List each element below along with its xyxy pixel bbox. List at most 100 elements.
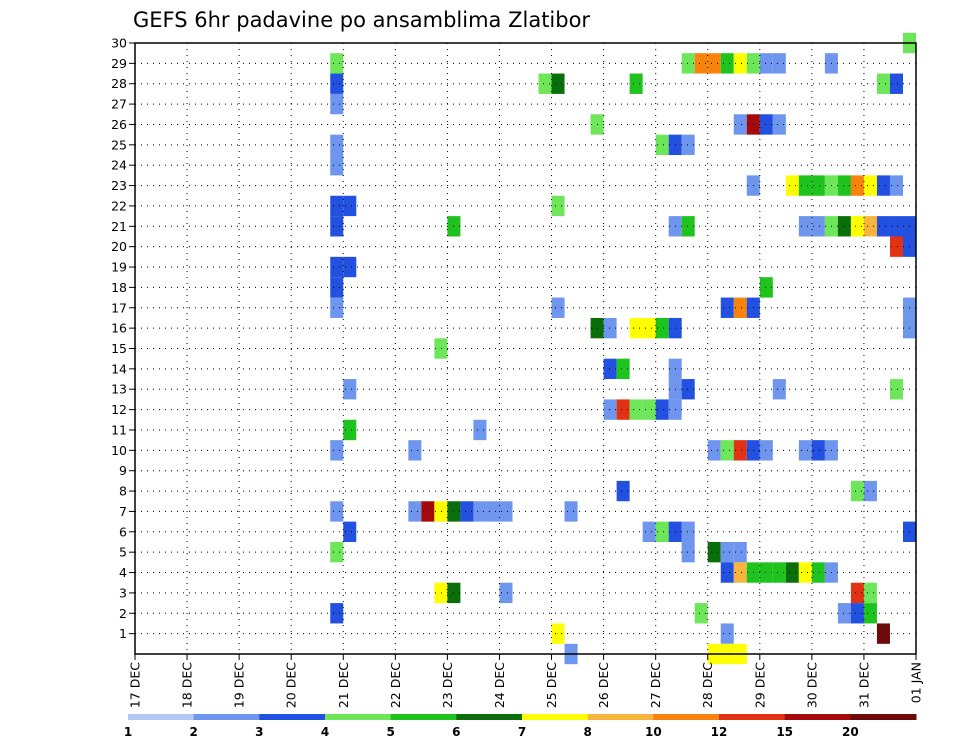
- y-tick-label: 25: [111, 137, 127, 152]
- data-cell: [850, 175, 864, 196]
- data-cell: [499, 501, 513, 522]
- data-cell: [733, 53, 747, 74]
- x-tick-label: 20 DEC: [284, 662, 299, 708]
- y-tick-label: 10: [111, 443, 127, 458]
- chart-title: GEFS 6hr padavine po ansamblima Zlatibor: [133, 8, 590, 32]
- data-cell: [330, 501, 344, 522]
- colorbar-label: 3: [255, 725, 263, 739]
- data-cell: [551, 297, 565, 318]
- x-tick-label: 23 DEC: [440, 662, 455, 708]
- data-cell: [434, 338, 448, 359]
- data-cell: [655, 399, 669, 420]
- data-cell: [330, 277, 344, 298]
- data-cell: [564, 501, 578, 522]
- y-tick-label: 22: [111, 198, 127, 213]
- y-tick-label: 30: [111, 36, 127, 51]
- y-tick-label: 27: [111, 97, 127, 112]
- data-cell: [811, 175, 825, 196]
- data-cell: [681, 53, 695, 74]
- data-cell: [850, 582, 864, 604]
- data-cell: [629, 73, 643, 94]
- data-cell: [733, 440, 747, 461]
- data-cell: [434, 501, 448, 522]
- y-tick-label: 11: [111, 422, 127, 437]
- data-cell: [473, 501, 487, 522]
- y-tick-label: 20: [111, 239, 127, 254]
- x-axis: 17 DEC 18 DEC 19 DEC 20 DEC 21 DEC 22 DEC 23 D…: [128, 654, 924, 708]
- data-cell: [330, 216, 344, 237]
- heatmap-cells: [330, 32, 916, 665]
- data-cell: [486, 501, 500, 522]
- data-cell: [343, 256, 357, 278]
- y-tick-label: 21: [111, 219, 127, 234]
- data-cell: [772, 53, 786, 74]
- data-cell: [837, 603, 851, 624]
- data-cell: [863, 175, 877, 196]
- data-cell: [772, 379, 786, 400]
- data-cell: [330, 134, 344, 156]
- y-tick-label: 2: [119, 606, 127, 621]
- y-tick-label: 23: [111, 178, 127, 193]
- data-cell: [681, 379, 695, 400]
- data-cell: [720, 440, 734, 461]
- data-cell: [889, 175, 903, 196]
- data-cell: [876, 175, 890, 196]
- colorbar-swatch: [259, 714, 326, 720]
- colorbar-label: 6: [452, 725, 460, 739]
- y-tick-label: 7: [119, 504, 127, 519]
- data-cell: [759, 53, 773, 74]
- x-tick-label: 26 DEC: [596, 662, 611, 708]
- data-cell: [408, 440, 422, 461]
- data-cell: [733, 114, 747, 135]
- y-tick-label: 1: [119, 626, 127, 641]
- data-cell: [330, 297, 344, 318]
- data-cell: [434, 582, 448, 604]
- data-cell: [642, 317, 656, 339]
- y-tick-label: 19: [111, 260, 127, 275]
- data-cell: [811, 562, 825, 583]
- data-cell: [720, 541, 734, 563]
- y-tick-label: 6: [119, 524, 127, 539]
- data-cell: [629, 317, 643, 339]
- y-tick-label: 15: [111, 341, 127, 356]
- data-cell: [720, 562, 734, 583]
- data-cell: [330, 195, 344, 217]
- data-cell: [603, 399, 617, 420]
- x-tick-label: 25 DEC: [544, 662, 559, 708]
- colorbar-label: 5: [386, 725, 394, 739]
- data-cell: [330, 256, 344, 278]
- data-cell: [889, 379, 903, 400]
- data-cell: [785, 562, 799, 583]
- colorbar-swatch: [850, 714, 917, 720]
- data-cell: [681, 521, 695, 542]
- data-cell: [408, 501, 422, 522]
- data-cell: [837, 216, 851, 237]
- y-tick-label: 16: [111, 321, 127, 336]
- colorbar-swatch: [719, 714, 786, 720]
- x-tick-label: 17 DEC: [128, 662, 143, 708]
- data-cell: [460, 501, 474, 522]
- data-cell: [837, 175, 851, 196]
- data-cell: [616, 399, 630, 420]
- data-cell: [330, 53, 344, 74]
- x-tick-label: 18 DEC: [180, 662, 195, 708]
- colorbar-swatch: [128, 714, 195, 720]
- data-cell: [798, 440, 812, 461]
- y-tick-label: 13: [111, 382, 127, 397]
- data-cell: [863, 582, 877, 604]
- data-cell: [681, 216, 695, 237]
- colorbar-swatch: [587, 714, 654, 720]
- data-cell: [772, 114, 786, 135]
- colorbar-label: 10: [645, 725, 662, 739]
- data-cell: [785, 175, 799, 196]
- x-tick-label: 19 DEC: [232, 662, 247, 708]
- data-cell: [850, 480, 864, 502]
- data-cell: [772, 562, 786, 583]
- x-tick-label: 29 DEC: [752, 662, 767, 708]
- x-tick-label: 22 DEC: [388, 662, 403, 708]
- data-cell: [876, 73, 890, 94]
- data-cell: [330, 440, 344, 461]
- data-cell: [733, 541, 747, 563]
- data-cell: [863, 480, 877, 502]
- data-cell: [876, 216, 890, 237]
